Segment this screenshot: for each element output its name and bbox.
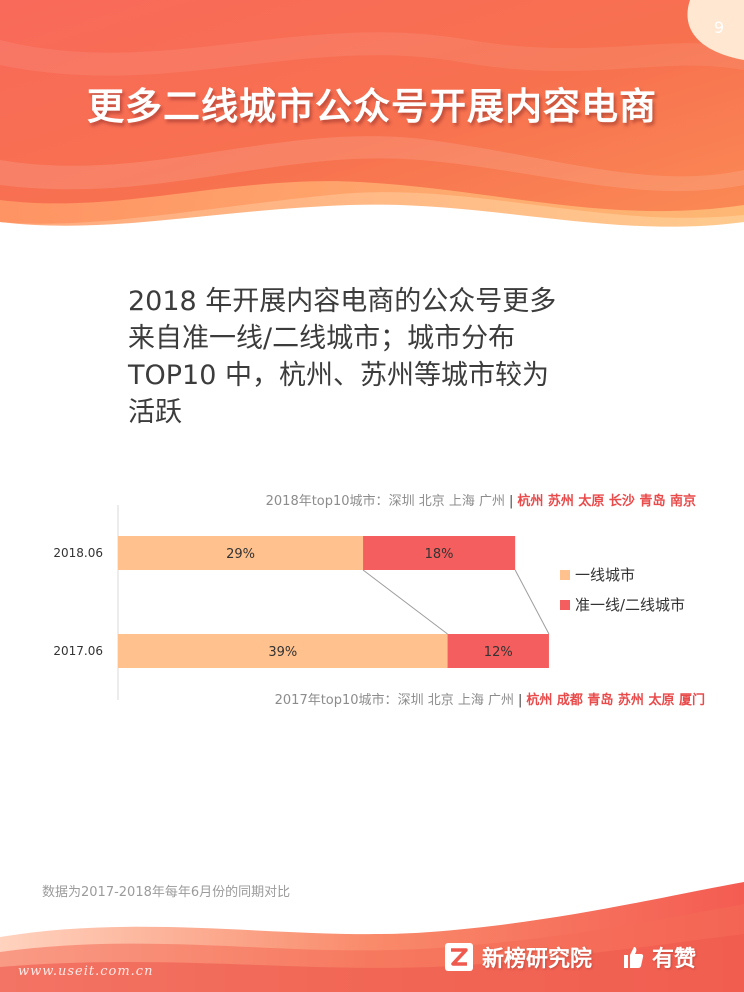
headline: 2018 年开展内容电商的公众号更多 来自准一线/二线城市；城市分布 TOP10… (128, 283, 608, 431)
bar-segment (363, 536, 516, 570)
watermark: www.useit.com.cn (18, 964, 154, 979)
annotation-2017-gray-cities: 深圳 北京 上海 广州 (398, 693, 514, 708)
headline-line: TOP10 中，杭州、苏州等城市较为 (128, 360, 549, 391)
annotation-2018-prefix: 2018年top10城市： (266, 493, 389, 509)
legend-swatch (560, 600, 570, 610)
legend-swatch (560, 570, 570, 580)
page-title: 更多二线城市公众号开展内容电商 (87, 85, 657, 128)
annotation-2017-prefix: 2017年top10城市： (275, 692, 398, 708)
bar-segment (118, 634, 448, 668)
city-tier-chart: 2018年top10城市：深圳 北京 上海 广州 | 杭州 苏州 太原 长沙 青岛 … (53, 493, 705, 708)
page-number: 9 (713, 18, 724, 37)
annotation-2017-red-cities: 杭州 成都 青岛 苏州 太原 厦门 (526, 692, 705, 708)
header-background (0, 0, 744, 227)
legend-label: 一线城市 (575, 566, 635, 584)
bar-value-label: 12% (484, 645, 513, 660)
footnote: 数据为2017-2018年每年6月份的同期对比 (42, 885, 291, 900)
xinbang-logo-icon (445, 943, 473, 971)
bar-segment (447, 634, 549, 668)
connector-line (514, 569, 550, 635)
annotation-2018-red-cities: 杭州 苏州 太原 长沙 青岛 南京 (517, 493, 696, 509)
annotation-2018-separator: | (509, 494, 513, 509)
brand-name: 新榜研究院 (482, 947, 593, 972)
bar-value-label: 39% (268, 645, 297, 660)
annotation-2017-separator: | (518, 693, 522, 708)
category-label: 2017.06 (53, 644, 103, 658)
annotation-2018: 2018年top10城市：深圳 北京 上海 广州 | 杭州 苏州 太原 长沙 青岛 … (266, 493, 696, 509)
legend-label: 准一线/二线城市 (575, 596, 685, 614)
bar-value-label: 29% (226, 547, 255, 562)
partner-name: 有赞 (652, 947, 697, 972)
annotation-2017: 2017年top10城市：深圳 北京 上海 广州 | 杭州 成都 青岛 苏州 太原 … (275, 692, 705, 708)
category-label: 2018.06 (53, 546, 103, 560)
headline-line: 2018 年开展内容电商的公众号更多 (128, 286, 557, 317)
bar-segment (118, 536, 364, 570)
brand: 新榜研究院 有赞 (444, 940, 696, 974)
headline-line: 来自准一线/二线城市；城市分布 (128, 323, 516, 354)
annotation-2018-gray-cities: 深圳 北京 上海 广州 (389, 494, 505, 509)
bar-value-label: 18% (425, 547, 454, 562)
thumbs-up-icon (624, 947, 644, 968)
footer-background (0, 882, 744, 992)
connector-line (362, 569, 448, 635)
headline-line: 活跃 (128, 397, 182, 428)
